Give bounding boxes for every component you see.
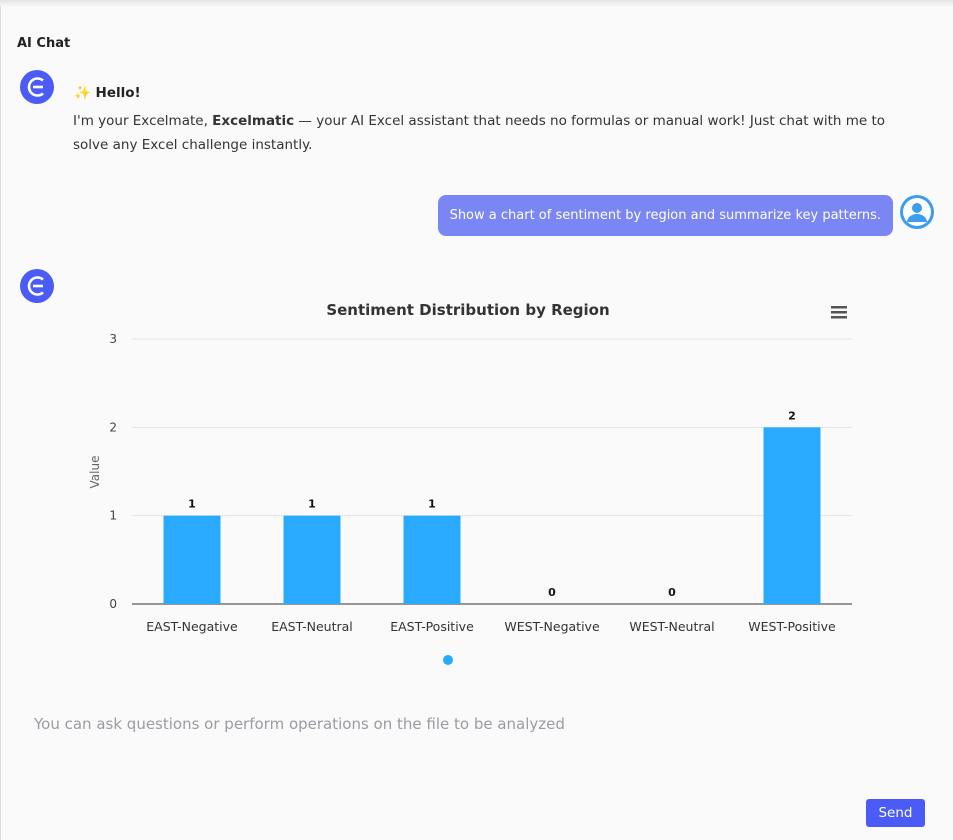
user-message: Show a chart of sentiment by region and … [437,195,893,236]
data-label: 2 [788,409,796,422]
chart-title: Sentiment Distribution by Region [326,301,609,319]
greeting-title: Hello! [95,85,141,101]
brand-name: Excelmatic [212,113,295,129]
greeting-message: I'm your Excelmate, Excelmatic — your AI… [73,109,923,157]
chat-input[interactable]: You can ask questions or perform operati… [34,715,565,733]
send-button[interactable]: Send [866,799,925,827]
x-tick-label: WEST-Negative [504,619,600,634]
greeting-text-rest: — your AI Excel assistant that needs no … [73,113,886,153]
excelmatic-logo-icon [27,276,44,296]
bar-east-neutral[interactable] [283,515,341,604]
sentiment-chart: Sentiment Distribution by Region Value 0… [88,301,852,665]
bar-east-positive[interactable] [403,515,461,604]
user-icon [901,196,933,228]
legend[interactable] [443,655,453,665]
y-tick-label: 0 [109,597,117,611]
greeting-text: I'm your Excelmate, [73,113,213,129]
x-tick-label: EAST-Negative [146,619,238,634]
data-label: 0 [548,586,556,599]
greeting-heading: ✨ Hello! [74,85,141,101]
x-tick-label: EAST-Neutral [271,619,353,634]
bar-east-negative[interactable] [163,515,221,604]
data-label: 1 [188,498,196,511]
legend-marker [443,655,453,665]
data-label: 1 [308,498,316,511]
panel-border [0,6,1,840]
user-avatar [900,195,934,229]
y-axis-label: Value [88,456,102,489]
bar-west-positive[interactable] [763,427,821,604]
page-title: AI Chat [17,36,71,51]
chart-menu-icon[interactable] [831,306,847,319]
browser-top-edge [0,0,953,6]
y-tick-label: 3 [109,332,117,346]
y-tick-label: 1 [109,509,117,523]
y-tick-label: 2 [109,420,117,434]
excelmatic-avatar-2 [20,269,54,303]
data-label: 0 [668,586,676,599]
data-label: 1 [428,498,436,511]
x-tick-label: WEST-Neutral [629,619,714,634]
x-tick-label: WEST-Positive [748,619,836,634]
excelmatic-avatar [20,70,54,104]
excelmatic-logo-icon [27,77,44,97]
x-tick-label: EAST-Positive [390,619,474,634]
sparkle-icon: ✨ [74,85,91,101]
